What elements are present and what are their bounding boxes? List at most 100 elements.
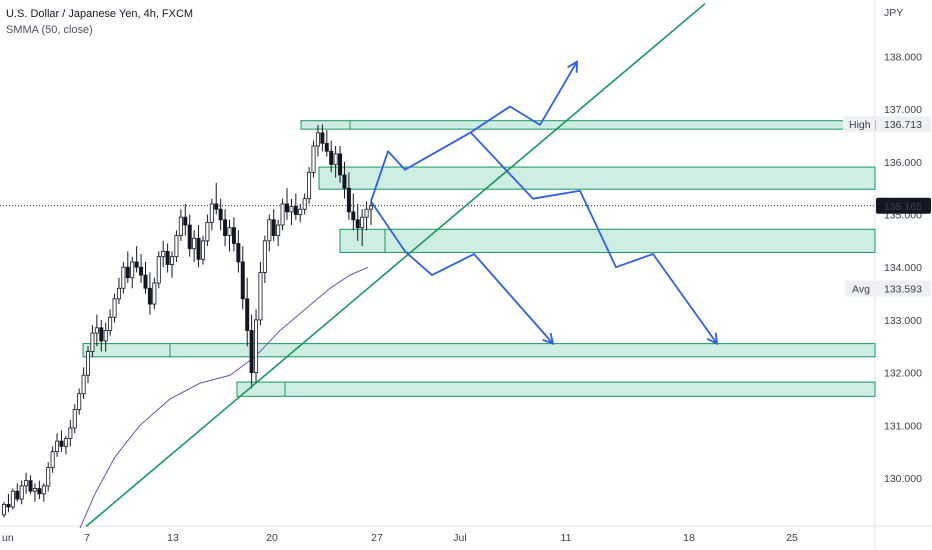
candle xyxy=(165,243,170,273)
candle xyxy=(152,277,157,310)
candle-body xyxy=(116,287,121,300)
candle xyxy=(258,261,263,326)
candle xyxy=(86,346,91,384)
candle-body xyxy=(254,319,259,373)
candle xyxy=(227,219,232,252)
y-tick-label: 134.000 xyxy=(884,262,922,274)
candle-body xyxy=(2,503,7,516)
candle-body xyxy=(10,490,15,508)
candle xyxy=(214,182,219,215)
candle xyxy=(320,124,325,152)
candle-body xyxy=(231,227,236,244)
candle xyxy=(32,483,37,502)
candle xyxy=(280,198,285,231)
candle xyxy=(342,161,347,199)
candle xyxy=(298,203,303,223)
candle xyxy=(329,140,334,173)
candle xyxy=(360,209,365,247)
x-tick-label: 20 xyxy=(266,532,278,544)
candle xyxy=(236,230,241,273)
candle-body xyxy=(183,216,188,226)
candle-body xyxy=(342,174,347,189)
candle xyxy=(10,488,15,510)
candle-body xyxy=(59,440,64,447)
candle-body xyxy=(262,240,267,273)
candle xyxy=(130,256,135,289)
candle-body xyxy=(223,219,228,236)
candle-body xyxy=(28,480,33,492)
candle xyxy=(55,433,60,457)
candle-body xyxy=(55,440,60,453)
candle-body xyxy=(258,272,263,321)
x-tick-label: 7 xyxy=(84,532,90,544)
candle-body xyxy=(24,480,29,487)
candle xyxy=(46,462,51,492)
candle xyxy=(311,140,316,178)
candle xyxy=(90,325,95,357)
candle xyxy=(338,145,343,183)
candle-body xyxy=(240,261,245,300)
candle xyxy=(24,472,29,494)
candle xyxy=(112,293,117,323)
candle xyxy=(351,193,356,231)
y-tick-label: 132.000 xyxy=(884,368,922,380)
symbol-title: U.S. Dollar / Japanese Yen, 4h, FXCM xyxy=(6,8,194,20)
candle xyxy=(209,198,214,231)
candle-body xyxy=(165,250,170,265)
candle-body xyxy=(125,266,130,279)
candle xyxy=(333,145,338,178)
high-badge-bg xyxy=(876,116,931,133)
candle-body xyxy=(209,203,214,223)
candle-body xyxy=(315,132,320,147)
x-tick-label: 11 xyxy=(561,532,572,544)
candle-body xyxy=(63,438,68,447)
candle-body xyxy=(143,274,148,289)
candle xyxy=(231,217,236,252)
candle-body xyxy=(236,243,241,263)
candle-body xyxy=(320,132,325,144)
candle xyxy=(2,501,7,518)
y-tick-label: 136.000 xyxy=(884,157,922,169)
candle xyxy=(116,277,121,305)
x-tick-label: un xyxy=(2,532,14,544)
candle-body xyxy=(94,327,99,334)
candle xyxy=(200,235,205,265)
candle-body xyxy=(364,208,369,218)
candle-body xyxy=(170,256,175,265)
current-price-badge-value: 135.165 xyxy=(884,201,922,213)
candle xyxy=(121,261,126,294)
candle xyxy=(218,198,223,231)
candle-body xyxy=(271,219,276,236)
projection-arrow xyxy=(370,61,578,202)
projection-arrow xyxy=(370,200,554,345)
candle xyxy=(205,214,210,247)
candle xyxy=(315,124,320,157)
y-tick-label: 130.000 xyxy=(884,473,922,485)
candle xyxy=(15,483,20,502)
candle-body xyxy=(121,266,126,289)
candle-body xyxy=(108,316,113,331)
candle-body xyxy=(298,208,303,215)
candle xyxy=(139,254,144,284)
chart-legend: U.S. Dollar / Japanese Yen, 4h, FXCM SMM… xyxy=(6,6,193,38)
zone-rect xyxy=(300,120,876,130)
candle xyxy=(103,322,108,352)
candle-body xyxy=(329,150,334,165)
y-tick-label: 133.000 xyxy=(884,315,922,327)
current-price-badge-bg xyxy=(876,197,931,214)
candle-body xyxy=(99,327,104,342)
candle-body xyxy=(15,490,20,500)
candle xyxy=(59,430,64,452)
candle-body xyxy=(355,219,360,229)
candle xyxy=(276,219,281,247)
candle-body xyxy=(293,206,298,215)
high-badge-value: 136.713 xyxy=(884,119,922,131)
candle-body xyxy=(368,205,373,210)
candle-body xyxy=(19,485,24,500)
avg-tag-bg xyxy=(845,280,875,297)
candle-body xyxy=(103,330,108,342)
candle xyxy=(262,235,267,284)
candle xyxy=(187,214,192,257)
candle xyxy=(293,193,298,220)
